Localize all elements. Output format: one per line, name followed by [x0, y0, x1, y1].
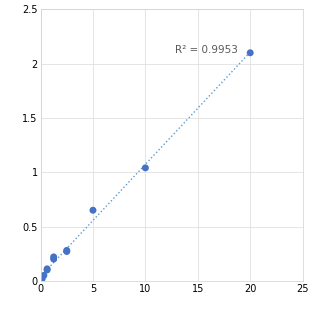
- Point: [40, 276, 45, 281]
- Point: [38, 278, 43, 283]
- Text: R² = 0.9953: R² = 0.9953: [175, 45, 238, 55]
- Point: [45, 266, 50, 271]
- Point: [41, 273, 46, 278]
- Point: [143, 165, 148, 170]
- Point: [64, 249, 69, 254]
- Point: [64, 248, 69, 253]
- Point: [51, 254, 56, 259]
- Point: [45, 267, 50, 272]
- Point: [90, 208, 95, 213]
- Point: [51, 256, 56, 261]
- Point: [248, 50, 253, 55]
